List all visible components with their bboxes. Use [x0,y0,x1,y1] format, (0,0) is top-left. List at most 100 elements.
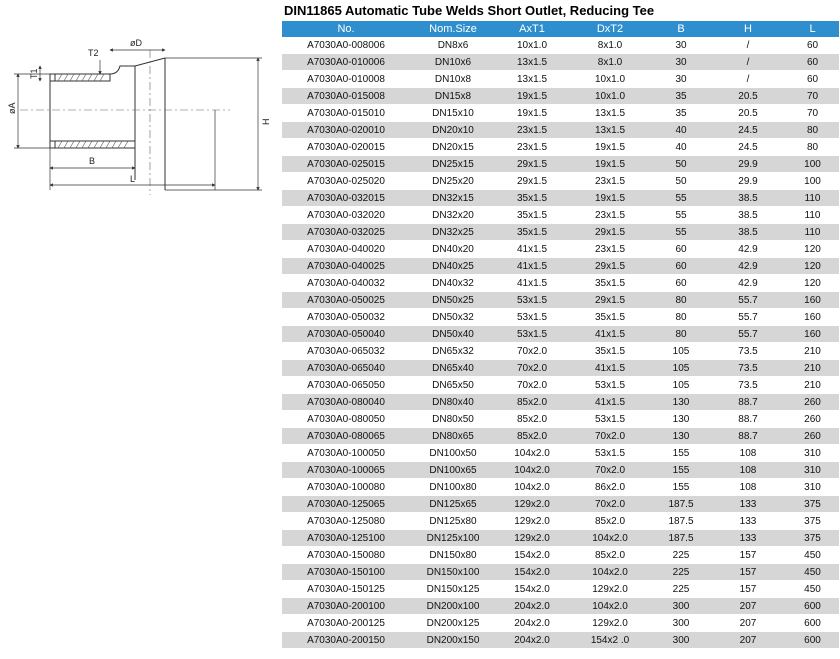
table-row: A7030A0-150100 DN150x100 154x2.0 104x2.0 225… [282,563,839,581]
cell-nom-size: DN10x8 [410,70,496,88]
cell-h: / [710,70,786,88]
cell-h: 73.5 [710,359,786,377]
cell-axt1: 104x2.0 [496,478,568,496]
table-row: A7030A0-025020 DN25x20 29x1.5 23x1.5 50 29.9 1… [282,172,839,190]
cell-no: A7030A0-200125 [282,614,410,632]
table-row: A7030A0-200100 DN200x100 204x2.0 104x2.0 300… [282,597,839,615]
cell-h: 207 [710,597,786,615]
cell-no: A7030A0-040025 [282,257,410,275]
cell-dxt2: 13x1.5 [568,121,652,139]
cell-nom-size: DN40x20 [410,240,496,258]
cell-axt1: 129x2.0 [496,529,568,547]
cell-b: 60 [652,257,710,275]
cell-axt1: 53x1.5 [496,291,568,309]
cell-nom-size: DN40x32 [410,274,496,292]
cell-b: 30 [652,70,710,88]
cell-axt1: 29x1.5 [496,155,568,173]
cell-b: 55 [652,189,710,207]
table-row: A7030A0-125065 DN125x65 129x2.0 70x2.0 187.5… [282,495,839,513]
table-row: A7030A0-200125 DN200x125 204x2.0 129x2.0 300… [282,614,839,632]
cell-no: A7030A0-150100 [282,563,410,581]
cell-nom-size: DN10x6 [410,53,496,71]
cell-dxt2: 35x1.5 [568,308,652,326]
table-row: A7030A0-200150 DN200x150 204x2.0 154x2 .0 30… [282,631,839,649]
cell-axt1: 53x1.5 [496,325,568,343]
cell-l: 310 [786,444,839,462]
cell-nom-size: DN125x100 [410,529,496,547]
cell-l: 450 [786,546,839,564]
cell-h: 157 [710,563,786,581]
cell-no: A7030A0-080050 [282,410,410,428]
cell-dxt2: 10x1.0 [568,70,652,88]
cell-h: 157 [710,580,786,598]
cell-dxt2: 29x1.5 [568,223,652,241]
cell-l: 310 [786,478,839,496]
cell-no: A7030A0-100065 [282,461,410,479]
cell-no: A7030A0-010006 [282,53,410,71]
cell-nom-size: DN150x80 [410,546,496,564]
cell-no: A7030A0-125065 [282,495,410,513]
cell-axt1: 204x2.0 [496,614,568,632]
spec-table: No. Nom.Size AxT1 DxT2 B H L A7030A0-008… [282,21,839,649]
cell-dxt2: 53x1.5 [568,410,652,428]
cell-dxt2: 29x1.5 [568,291,652,309]
cell-l: 110 [786,223,839,241]
cell-axt1: 41x1.5 [496,274,568,292]
cell-nom-size: DN65x32 [410,342,496,360]
page-title: DIN11865 Automatic Tube Welds Short Outl… [284,3,655,18]
cell-nom-size: DN50x40 [410,325,496,343]
cell-no: A7030A0-008006 [282,37,410,54]
tee-technical-drawing: T2 øD T1 øA H B L [7,38,271,195]
cell-no: A7030A0-025015 [282,155,410,173]
cell-axt1: 129x2.0 [496,512,568,530]
cell-l: 100 [786,155,839,173]
cell-no: A7030A0-125080 [282,512,410,530]
cell-axt1: 35x1.5 [496,189,568,207]
cell-dxt2: 23x1.5 [568,172,652,190]
cell-h: 73.5 [710,376,786,394]
dim-label-l: L [130,174,135,184]
cell-l: 600 [786,631,839,649]
table-row: A7030A0-065040 DN65x40 70x2.0 41x1.5 105 73.5… [282,359,839,377]
table-row: A7030A0-032025 DN32x25 35x1.5 29x1.5 55 38.5 1… [282,223,839,241]
cell-b: 55 [652,223,710,241]
cell-l: 120 [786,257,839,275]
cell-nom-size: DN100x80 [410,478,496,496]
cell-dxt2: 35x1.5 [568,274,652,292]
cell-l: 110 [786,189,839,207]
cell-nom-size: DN20x15 [410,138,496,156]
cell-l: 80 [786,121,839,139]
cell-dxt2: 8x1.0 [568,53,652,71]
cell-dxt2: 29x1.5 [568,257,652,275]
cell-b: 80 [652,308,710,326]
cell-nom-size: DN80x65 [410,427,496,445]
cell-l: 80 [786,138,839,156]
cell-no: A7030A0-080065 [282,427,410,445]
cell-b: 60 [652,240,710,258]
cell-h: 133 [710,512,786,530]
cell-h: 133 [710,529,786,547]
cell-dxt2: 10x1.0 [568,87,652,105]
cell-b: 155 [652,461,710,479]
cell-h: 20.5 [710,87,786,105]
cell-axt1: 70x2.0 [496,376,568,394]
cell-b: 105 [652,359,710,377]
cell-l: 375 [786,512,839,530]
cell-dxt2: 41x1.5 [568,325,652,343]
cell-h: 42.9 [710,257,786,275]
table-row: A7030A0-080050 DN80x50 85x2.0 53x1.5 130 88.7… [282,410,839,428]
table-row: A7030A0-080065 DN80x65 85x2.0 70x2.0 130 88.7… [282,427,839,445]
cell-b: 187.5 [652,512,710,530]
cell-nom-size: DN150x125 [410,580,496,598]
cell-l: 120 [786,274,839,292]
dim-label-b: B [89,156,95,166]
cell-dxt2: 35x1.5 [568,342,652,360]
table-row: A7030A0-065032 DN65x32 70x2.0 35x1.5 105 73.5… [282,342,839,360]
cell-no: A7030A0-200100 [282,597,410,615]
cell-b: 80 [652,291,710,309]
cell-b: 30 [652,53,710,71]
cell-l: 160 [786,325,839,343]
cell-nom-size: DN125x80 [410,512,496,530]
cell-b: 80 [652,325,710,343]
table-row: A7030A0-040032 DN40x32 41x1.5 35x1.5 60 42.9 1… [282,274,839,292]
